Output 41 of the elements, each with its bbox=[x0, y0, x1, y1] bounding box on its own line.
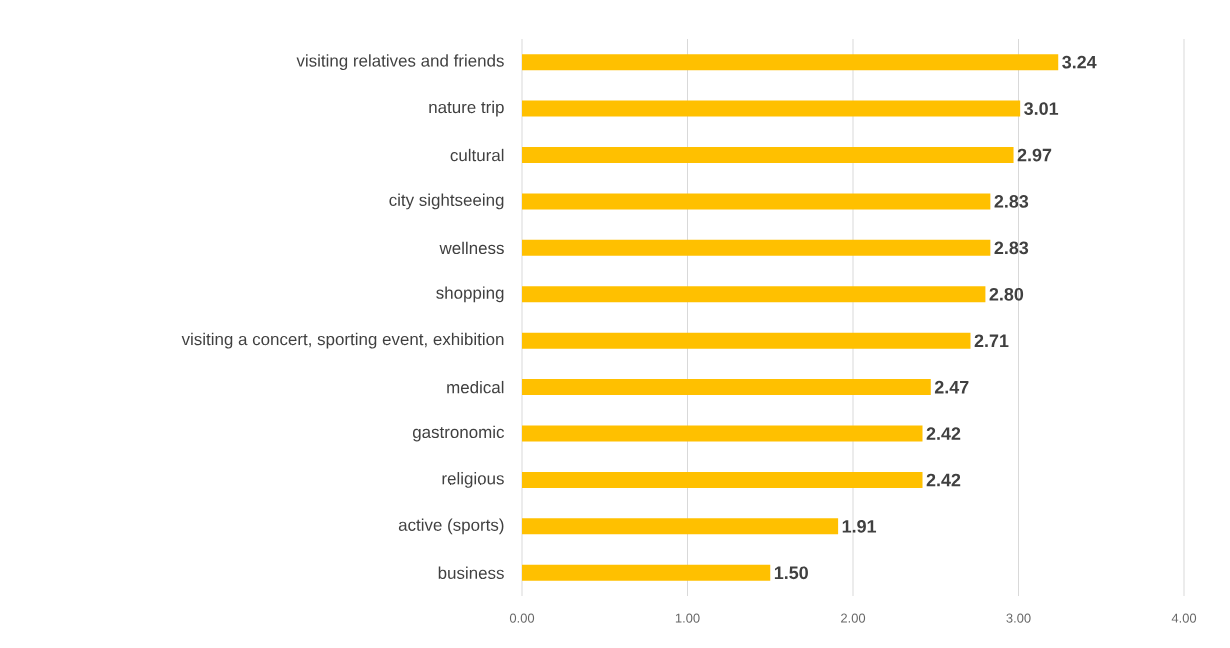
x-tick-label: 2.00 bbox=[841, 613, 866, 623]
bar bbox=[522, 54, 1059, 71]
data-label: 2.42 bbox=[926, 473, 961, 487]
bar bbox=[522, 239, 991, 256]
y-tick-label: visiting relatives and friends bbox=[296, 54, 504, 71]
x-tick-label: 0.00 bbox=[509, 613, 535, 623]
bar bbox=[522, 286, 986, 303]
data-label: 2.83 bbox=[994, 195, 1029, 208]
data-label: 1.91 bbox=[842, 520, 877, 533]
bar bbox=[522, 147, 1014, 164]
data-label: 2.83 bbox=[994, 241, 1029, 255]
data-label: 2.97 bbox=[1017, 148, 1052, 162]
bar bbox=[522, 379, 931, 396]
bar bbox=[522, 100, 1021, 117]
x-tick-label: 1.00 bbox=[675, 613, 700, 623]
data-label: 2.80 bbox=[989, 287, 1024, 301]
y-tick-label: visiting a concert, sporting event, exhibition bbox=[181, 332, 504, 349]
y-tick-label: gastronomic bbox=[412, 425, 505, 442]
y-tick-label: cultural bbox=[450, 148, 504, 162]
data-label: 2.47 bbox=[934, 380, 969, 394]
bar bbox=[522, 425, 923, 442]
data-label: 2.42 bbox=[926, 427, 961, 440]
data-label: 3.24 bbox=[1062, 55, 1097, 69]
x-tick-label: 3.00 bbox=[1006, 613, 1031, 623]
y-tick-label: active (sports) bbox=[398, 518, 504, 535]
y-tick-label: business bbox=[438, 566, 504, 580]
bar bbox=[522, 564, 771, 581]
y-tick-label: medical bbox=[447, 380, 504, 394]
bar bbox=[522, 471, 923, 488]
bar bbox=[522, 518, 839, 535]
data-label: 3.01 bbox=[1024, 102, 1059, 115]
bar bbox=[522, 332, 971, 349]
data-label: 1.50 bbox=[774, 566, 808, 580]
y-tick-label: wellness bbox=[439, 241, 504, 255]
data-label: 2.71 bbox=[974, 334, 1009, 347]
y-tick-label: nature trip bbox=[429, 100, 504, 117]
y-tick-label: shopping bbox=[436, 286, 504, 303]
x-tick-label: 4.00 bbox=[1171, 613, 1197, 623]
bar bbox=[522, 193, 991, 210]
y-tick-label: city sightseeing bbox=[389, 193, 504, 210]
y-tick-label: religious bbox=[442, 472, 504, 488]
